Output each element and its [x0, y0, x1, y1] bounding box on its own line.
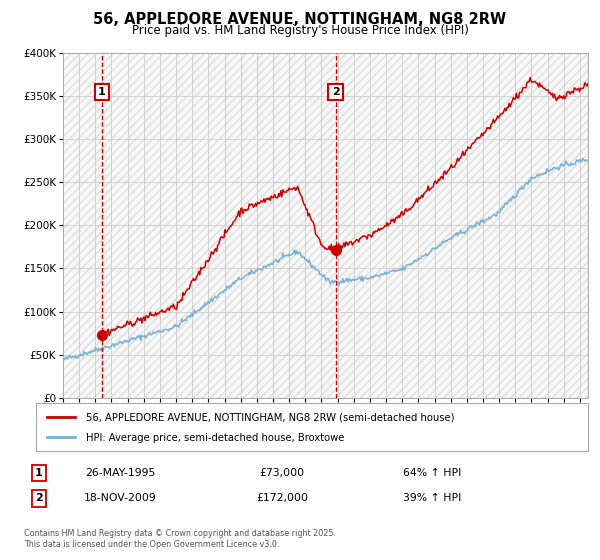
Text: 2: 2 [35, 493, 43, 503]
Text: £73,000: £73,000 [259, 468, 305, 478]
Text: 64% ↑ HPI: 64% ↑ HPI [403, 468, 461, 478]
Text: Price paid vs. HM Land Registry's House Price Index (HPI): Price paid vs. HM Land Registry's House … [131, 24, 469, 36]
Text: 39% ↑ HPI: 39% ↑ HPI [403, 493, 461, 503]
Text: HPI: Average price, semi-detached house, Broxtowe: HPI: Average price, semi-detached house,… [86, 433, 344, 444]
Text: Contains HM Land Registry data © Crown copyright and database right 2025.
This d: Contains HM Land Registry data © Crown c… [24, 529, 336, 549]
Text: 1: 1 [98, 87, 106, 97]
Text: 18-NOV-2009: 18-NOV-2009 [83, 493, 157, 503]
Text: 56, APPLEDORE AVENUE, NOTTINGHAM, NG8 2RW: 56, APPLEDORE AVENUE, NOTTINGHAM, NG8 2R… [94, 12, 506, 27]
Text: 56, APPLEDORE AVENUE, NOTTINGHAM, NG8 2RW (semi-detached house): 56, APPLEDORE AVENUE, NOTTINGHAM, NG8 2R… [86, 413, 454, 422]
Text: 26-MAY-1995: 26-MAY-1995 [85, 468, 155, 478]
Text: 1: 1 [35, 468, 43, 478]
Text: £172,000: £172,000 [256, 493, 308, 503]
Text: 2: 2 [332, 87, 340, 97]
